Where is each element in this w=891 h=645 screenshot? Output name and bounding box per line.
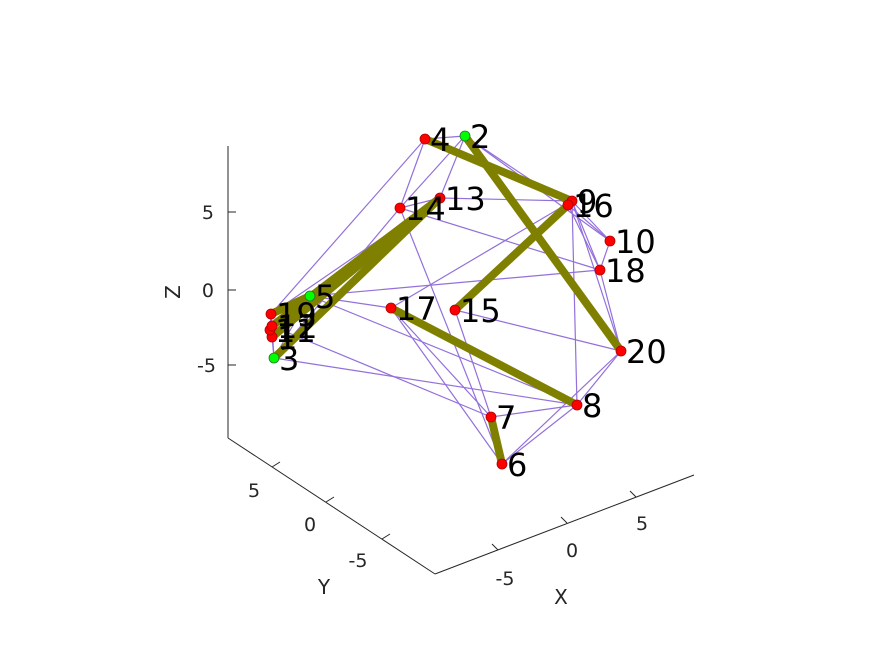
y-tick-mark bbox=[381, 533, 391, 540]
graph-edge bbox=[399, 138, 426, 209]
graph-node bbox=[485, 411, 497, 423]
x-tick-mark bbox=[629, 490, 637, 498]
graph-node bbox=[562, 199, 574, 211]
graph-edge bbox=[270, 138, 426, 315]
graph-edge bbox=[571, 200, 611, 242]
node-label: 19 bbox=[276, 296, 317, 334]
graph-node bbox=[265, 308, 277, 320]
node-label: 10 bbox=[615, 223, 656, 261]
graph-edge bbox=[571, 200, 578, 406]
highlighted-edge bbox=[387, 304, 581, 409]
graph-node bbox=[385, 302, 397, 314]
graph-edge bbox=[390, 307, 492, 418]
node-label: 5 bbox=[315, 278, 335, 316]
y-tick-mark bbox=[325, 496, 335, 503]
graph-node bbox=[449, 304, 461, 316]
graph-node bbox=[266, 320, 278, 332]
graph-node bbox=[304, 290, 316, 302]
graph-edge bbox=[571, 200, 622, 352]
graph-edge bbox=[271, 325, 492, 418]
graph-edge bbox=[454, 309, 622, 352]
graph-node bbox=[594, 264, 606, 276]
graph-edge bbox=[273, 357, 578, 406]
highlighted-edges bbox=[267, 132, 625, 468]
node-label: 15 bbox=[460, 292, 501, 330]
graph-node bbox=[496, 458, 508, 470]
node-label: 16 bbox=[573, 187, 614, 225]
highlighted-edge bbox=[461, 132, 625, 355]
y-tick-label: -5 bbox=[349, 550, 368, 572]
node-label: 14 bbox=[405, 190, 446, 228]
highlighted-edge bbox=[421, 135, 576, 205]
graph-edge bbox=[599, 269, 622, 352]
x-tick-mark bbox=[491, 543, 499, 551]
x-axis-line bbox=[434, 474, 695, 575]
graph-edge bbox=[309, 269, 601, 297]
z-tick-label: 0 bbox=[202, 280, 214, 302]
node-label: 2 bbox=[470, 118, 490, 156]
node-label: 1 bbox=[277, 319, 297, 357]
highlighted-edge bbox=[487, 413, 506, 468]
graph-node bbox=[419, 133, 431, 145]
node-label: 9 bbox=[577, 183, 597, 221]
graph-edge bbox=[490, 404, 578, 418]
graph-edge bbox=[567, 204, 611, 242]
y-tick-label: 0 bbox=[304, 514, 316, 536]
y-tick-label: 5 bbox=[248, 480, 260, 502]
graph-node bbox=[604, 235, 616, 247]
y-tick-mark bbox=[271, 461, 281, 468]
graph-edge bbox=[390, 200, 573, 309]
y-axis-label: Y bbox=[317, 575, 331, 599]
graph-edge bbox=[567, 204, 601, 271]
z-tick-label: 5 bbox=[202, 202, 214, 224]
graph-node bbox=[571, 399, 583, 411]
graph-edge bbox=[399, 207, 601, 271]
x-tick-label: -5 bbox=[496, 568, 515, 590]
node-label: 12 bbox=[277, 308, 318, 346]
graph-edge bbox=[439, 135, 466, 199]
graph-node bbox=[434, 192, 446, 204]
highlighted-edge bbox=[268, 194, 444, 341]
graph-node bbox=[268, 352, 280, 364]
graph-edge bbox=[576, 350, 622, 406]
z-axis-label: Z bbox=[161, 285, 185, 299]
graph-nodes bbox=[264, 130, 627, 470]
y-axis-line bbox=[227, 437, 436, 575]
node-label: 18 bbox=[605, 252, 646, 290]
node-label: 6 bbox=[507, 446, 527, 484]
graph-edge bbox=[439, 197, 573, 202]
graph-edge bbox=[454, 309, 492, 418]
graph-node bbox=[615, 345, 627, 357]
graph-node bbox=[394, 202, 406, 214]
x-axis-label: X bbox=[554, 585, 568, 609]
x-tick-label: 0 bbox=[566, 540, 578, 562]
node-label: 7 bbox=[496, 399, 516, 437]
node-label: 13 bbox=[445, 180, 486, 218]
node-label: 3 bbox=[279, 340, 299, 378]
node-label: 4 bbox=[430, 121, 450, 159]
graph-edge bbox=[390, 307, 503, 465]
node-label: 8 bbox=[582, 387, 602, 425]
graph-edge bbox=[501, 404, 578, 465]
graph-edge bbox=[309, 295, 578, 406]
node-label: 20 bbox=[626, 333, 667, 371]
x-tick-label: 5 bbox=[636, 513, 648, 535]
axes: 5 0 -5 Z 5 0 -5 Y -5 0 5 X bbox=[161, 146, 695, 609]
graph-node bbox=[459, 130, 471, 142]
highlighted-edge bbox=[267, 292, 314, 318]
highlighted-edge bbox=[451, 201, 572, 314]
node-label: 17 bbox=[396, 290, 437, 328]
z-tick-label: -5 bbox=[197, 355, 216, 377]
node-label: 11 bbox=[275, 312, 316, 350]
x-tick-mark bbox=[560, 516, 568, 524]
